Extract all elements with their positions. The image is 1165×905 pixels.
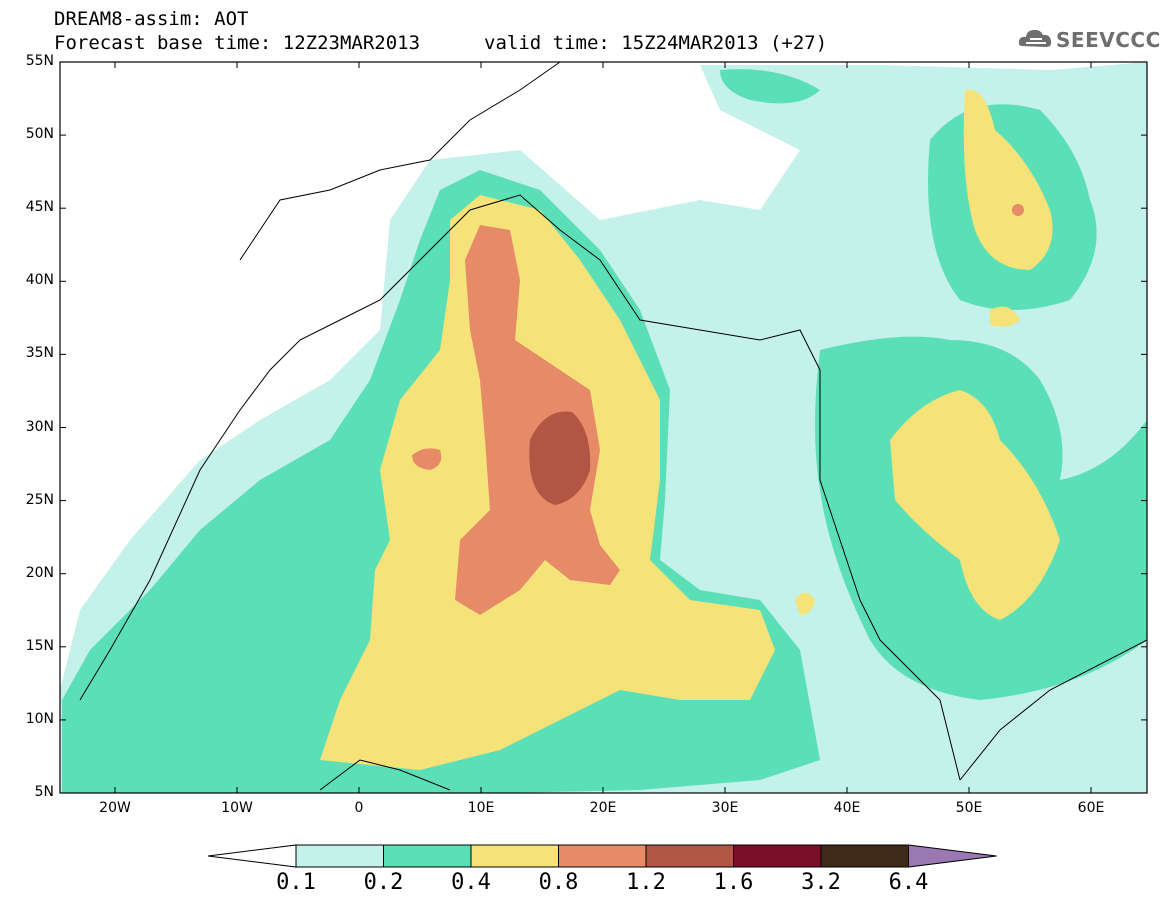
lat-ticks bbox=[60, 61, 1147, 794]
lon-label: 40E bbox=[833, 800, 861, 816]
lat-label: 50N bbox=[25, 126, 54, 143]
lon-ticks bbox=[114, 62, 1092, 793]
colorbar-label: 0.4 bbox=[451, 870, 491, 895]
colorbar-label: 0.2 bbox=[363, 870, 404, 895]
contour-0.4-north bbox=[963, 89, 1053, 270]
contour-0.2-top bbox=[720, 69, 820, 104]
lon-label: 10W bbox=[221, 800, 253, 816]
lon-label: 60E bbox=[1077, 800, 1105, 816]
lon-label: 30E bbox=[711, 800, 739, 816]
lat-label: 20N bbox=[25, 564, 54, 581]
lon-label: 20W bbox=[99, 800, 131, 816]
contour-0.8-hotspot bbox=[1012, 204, 1024, 216]
lat-label: 45N bbox=[25, 199, 54, 216]
colorbar-label: 3.2 bbox=[801, 870, 841, 895]
title-valid-time: valid time: 15Z24MAR2013 (+27) bbox=[484, 32, 828, 54]
lat-label: 30N bbox=[25, 418, 54, 435]
colorbar-label: 1.2 bbox=[626, 870, 666, 895]
colorbar-label: 1.6 bbox=[713, 870, 754, 895]
logo-text: SEEVCCC bbox=[1056, 28, 1161, 52]
lon-label: 20E bbox=[589, 800, 617, 816]
lat-label: 10N bbox=[25, 710, 54, 727]
contour-0.4-red-sea bbox=[795, 592, 815, 615]
lon-label: 0 bbox=[354, 800, 364, 816]
contour-0.8 bbox=[455, 225, 620, 615]
contour-0.1-east bbox=[697, 230, 800, 300]
lon-label: 10E bbox=[467, 800, 495, 816]
title-line1: DREAM8-assim: AOT bbox=[54, 8, 249, 30]
lat-label: 55N bbox=[25, 53, 54, 69]
colorbar-label: 0.1 bbox=[276, 870, 316, 895]
lat-label: 15N bbox=[25, 637, 54, 654]
contour-0.4-east bbox=[890, 390, 1060, 620]
lon-label: 50E bbox=[955, 800, 983, 816]
lat-label: 40N bbox=[25, 272, 54, 289]
cloud-logo-icon bbox=[1018, 29, 1052, 47]
coastlines bbox=[79, 61, 1148, 791]
contour-0.4-small bbox=[990, 306, 1020, 327]
colorbar-label: 0.8 bbox=[538, 870, 579, 895]
lat-label: 25N bbox=[25, 491, 54, 508]
contour-1.2 bbox=[529, 411, 591, 505]
title-line2: Forecast base time: 12Z23MAR2013 bbox=[54, 32, 421, 54]
aot-contours bbox=[60, 62, 1147, 793]
contour-0.8-small bbox=[412, 448, 442, 470]
lat-label: 35N bbox=[25, 345, 54, 362]
colorbar-label: 6.4 bbox=[888, 870, 929, 895]
lat-label: 5N bbox=[34, 784, 54, 800]
